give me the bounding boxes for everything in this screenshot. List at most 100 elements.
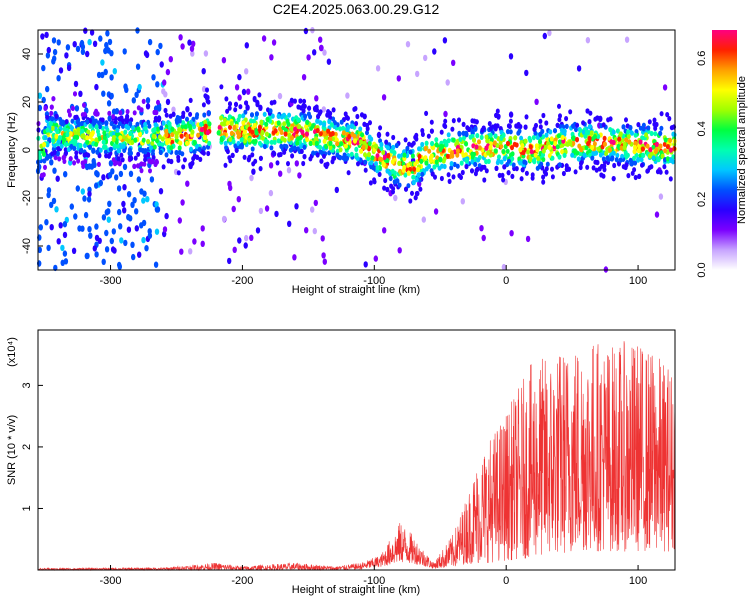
spectrogram-cell xyxy=(382,154,387,161)
spectrogram-cell xyxy=(237,113,242,119)
spectrogram-cell xyxy=(550,155,555,161)
spectrogram-cell xyxy=(188,124,193,130)
spectrogram-cell xyxy=(268,162,274,169)
spectrogram-cell xyxy=(139,168,144,174)
spectrogram-cell xyxy=(126,138,131,144)
spectrogram-cell xyxy=(74,150,79,156)
spectrogram-cell xyxy=(80,128,85,134)
spectrogram-cell xyxy=(497,154,501,160)
spectrogram-cell xyxy=(141,197,146,204)
spectrogram-cell xyxy=(442,37,448,44)
spectrogram-y-tick-label: 0 xyxy=(21,147,33,153)
spectrogram-cell xyxy=(250,152,255,158)
spectrogram-cell xyxy=(111,108,117,115)
spectrogram-cell xyxy=(42,158,47,164)
spectrogram-cell xyxy=(53,155,58,161)
spectrogram-cell xyxy=(544,120,549,126)
spectrogram-cell xyxy=(117,208,122,216)
spectrogram-cell xyxy=(127,147,132,153)
spectrogram-cell xyxy=(312,227,317,235)
spectrogram-cell xyxy=(571,140,576,146)
spectrogram-cell xyxy=(445,153,450,159)
spectrogram-cell xyxy=(188,111,193,117)
spectrogram-cell xyxy=(98,35,103,42)
spectrogram-cell xyxy=(151,133,156,139)
spectrogram-cell xyxy=(475,133,480,139)
spectrogram-cell xyxy=(179,248,184,255)
spectrogram-cell xyxy=(517,128,522,134)
spectrogram-cell xyxy=(381,149,386,156)
spectrogram-cell xyxy=(181,120,186,126)
spectrogram-cell xyxy=(640,135,645,141)
spectrogram-cell xyxy=(656,157,661,163)
spectrogram-cell xyxy=(583,133,588,139)
snr-x-tick-label: -100 xyxy=(363,575,385,587)
spectrogram-cell xyxy=(536,155,541,162)
spectrogram-cell xyxy=(104,124,109,130)
spectrogram-cell xyxy=(392,150,397,156)
spectrogram-cell xyxy=(665,144,670,150)
spectrogram-cell xyxy=(241,120,246,126)
spectrogram-cell xyxy=(197,146,202,152)
spectrogram-cell xyxy=(385,158,390,164)
spectrogram-cell xyxy=(510,173,515,179)
spectrogram-cell xyxy=(438,156,443,162)
spectrogram-cell xyxy=(143,153,148,159)
spectrogram-cell xyxy=(332,120,337,126)
spectrogram-cell xyxy=(76,158,81,164)
spectrogram-cell xyxy=(576,65,582,72)
spectrogram-cell xyxy=(671,131,676,137)
spectrogram-cell xyxy=(401,167,406,173)
spectrogram-cell xyxy=(611,139,616,146)
spectrogram-cell xyxy=(118,170,124,178)
spectrogram-cell xyxy=(181,113,186,119)
spectrogram-cell xyxy=(353,138,357,144)
spectrogram-cell xyxy=(68,131,73,137)
spectrogram-cell xyxy=(161,120,166,126)
spectrogram-cell xyxy=(246,88,251,95)
spectrogram-cell xyxy=(344,114,349,120)
spectrogram-cell xyxy=(126,125,131,131)
spectrogram-cell xyxy=(322,138,327,144)
spectrogram-cell xyxy=(174,150,179,156)
spectrogram-cell xyxy=(242,129,247,135)
spectrogram-cell xyxy=(506,170,511,176)
spectrogram-cell xyxy=(128,121,133,127)
spectrogram-cell xyxy=(73,213,78,220)
spectrogram-cell xyxy=(611,150,616,156)
spectrogram-cell xyxy=(48,121,53,127)
spectrogram-cell xyxy=(419,158,424,164)
spectrogram-cell xyxy=(412,166,417,172)
spectrogram-cell xyxy=(269,100,274,106)
spectrogram-cell xyxy=(662,164,667,170)
spectrogram-cell xyxy=(151,74,156,81)
spectrogram-cell xyxy=(135,63,141,70)
spectrogram-cell xyxy=(203,50,209,57)
spectrogram-cell xyxy=(114,174,119,181)
spectrogram-cell xyxy=(350,131,355,137)
spectrogram-cell xyxy=(322,153,326,159)
spectrogram-cell xyxy=(331,107,336,113)
snr-x-ticks: -300 -200 -100 0 100 xyxy=(100,565,647,587)
spectrogram-cell xyxy=(180,199,185,206)
spectrogram-cell xyxy=(43,164,47,170)
snr-y-label: SNR (10 * v/v) xyxy=(6,415,18,485)
spectrogram-cell xyxy=(524,114,529,120)
spectrogram-cell xyxy=(70,138,75,144)
spectrogram-cell xyxy=(326,58,332,65)
spectrogram-cell xyxy=(94,124,99,130)
spectrogram-cell xyxy=(502,156,507,162)
spectrogram-cell xyxy=(38,224,43,231)
spectrogram-cell xyxy=(297,124,302,130)
spectrogram-cell xyxy=(641,122,646,128)
spectrogram-cell xyxy=(433,208,439,215)
spectrogram-cell xyxy=(241,113,246,119)
spectrogram-cell xyxy=(634,152,639,158)
spectrogram-cell xyxy=(109,92,114,100)
spectrogram-cell xyxy=(495,108,500,114)
spectrogram-cell xyxy=(153,161,158,167)
spectrogram-cell xyxy=(290,126,294,132)
spectrogram-cell xyxy=(165,98,171,106)
spectrogram-cell xyxy=(92,245,98,252)
spectrogram-cell xyxy=(66,64,72,72)
